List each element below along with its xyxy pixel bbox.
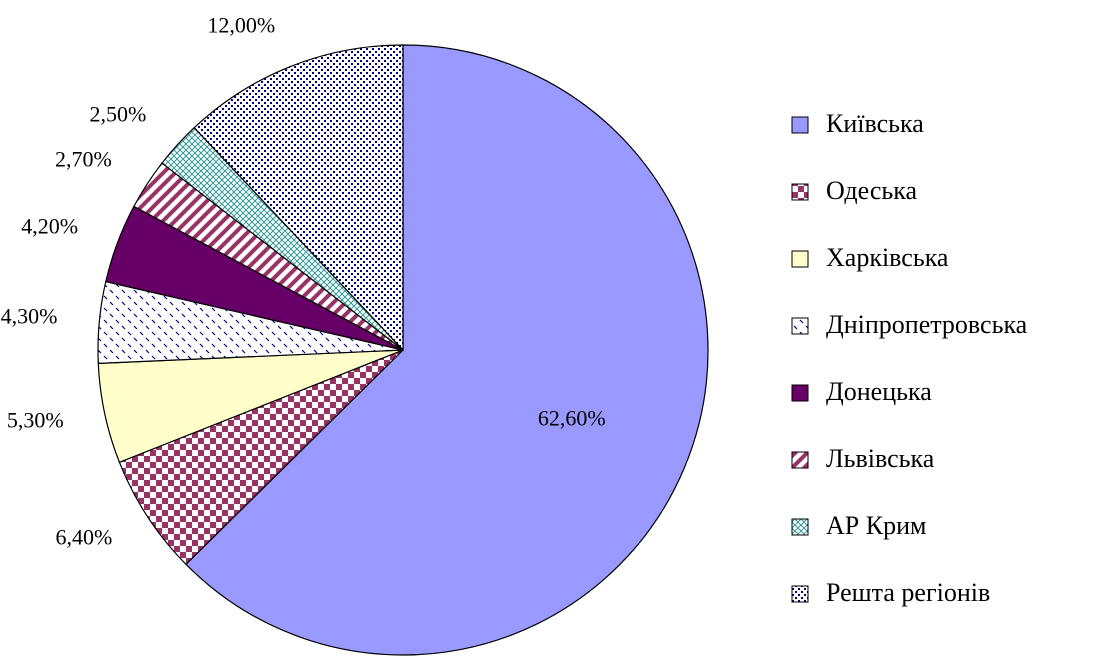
- legend-label: Львівська: [826, 444, 935, 473]
- legend-swatch: [791, 183, 809, 201]
- legend-label: АР Крим: [826, 511, 926, 540]
- legend-label: Дніпропетровська: [826, 310, 1028, 339]
- legend-swatch: [791, 451, 809, 469]
- value-label: 62,60%: [538, 406, 606, 431]
- legend-label: Київська: [826, 109, 924, 138]
- value-label: 12,00%: [207, 12, 275, 37]
- legend-label: Одеська: [826, 176, 917, 205]
- value-label: 2,50%: [90, 102, 147, 127]
- legend-label: Решта регіонів: [826, 578, 990, 607]
- value-label: 4,20%: [21, 213, 78, 238]
- pie-slice: [193, 44, 404, 352]
- value-label: 6,40%: [56, 525, 113, 550]
- value-label: 4,30%: [1, 303, 58, 328]
- legend-swatch: [791, 384, 809, 402]
- legend-swatch: [791, 250, 809, 268]
- legend-label: Харківська: [826, 243, 949, 272]
- legend-label: Донецька: [826, 377, 932, 406]
- value-label: 5,30%: [7, 408, 64, 433]
- pie-slice: [185, 44, 709, 656]
- pie-slice: [118, 349, 404, 566]
- legend-swatch: [791, 116, 809, 134]
- legend-swatch: [791, 585, 809, 603]
- legend-swatch: [791, 317, 809, 335]
- value-label: 2,70%: [55, 146, 112, 171]
- legend-swatch: [791, 518, 809, 536]
